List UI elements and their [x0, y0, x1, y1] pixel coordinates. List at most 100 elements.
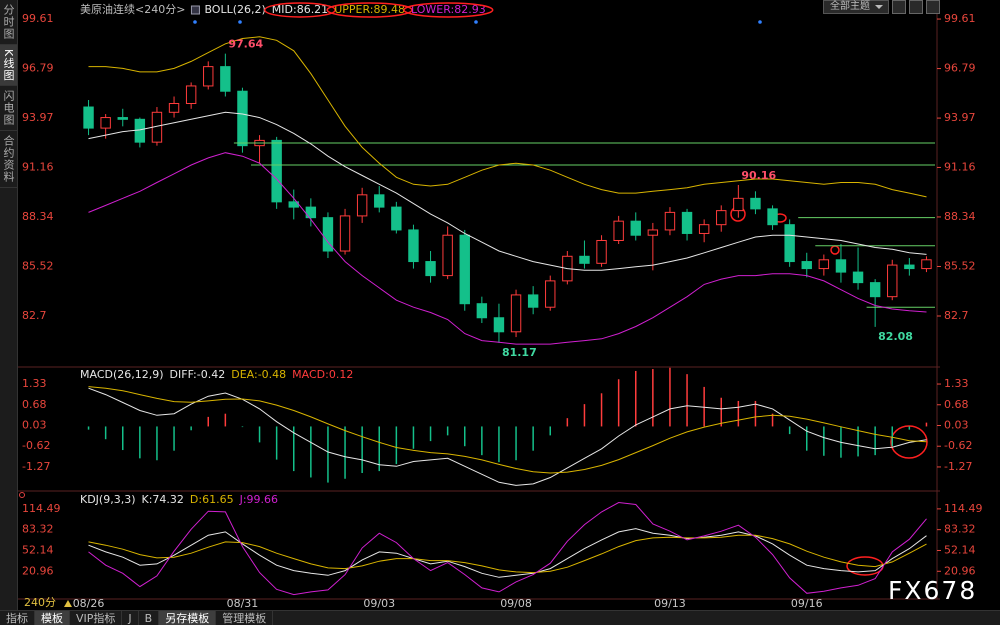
highlight-circle	[326, 2, 413, 18]
series-line	[88, 534, 927, 574]
indicator-dot	[19, 492, 25, 498]
tab[interactable]: VIP指标	[70, 611, 123, 625]
y-tick-label: 114.49	[22, 502, 61, 515]
toolbar-icon[interactable]	[926, 0, 940, 14]
candle-body	[835, 259, 847, 273]
period-label[interactable]: 240分	[24, 596, 56, 609]
highlight-circle	[264, 2, 336, 18]
period-arrow[interactable]	[64, 600, 72, 607]
legend-entry: DEA:-0.48	[231, 368, 286, 381]
candle-body	[801, 261, 812, 270]
candle-body	[596, 239, 607, 264]
event-marker	[474, 20, 478, 24]
y-tick-label: 20.96	[22, 564, 54, 577]
legend-entry: K:74.32	[142, 493, 184, 506]
legend-entry: DIFF:-0.42	[170, 368, 226, 381]
candle-body	[818, 259, 830, 270]
candle-body	[750, 197, 761, 210]
high-label: 90.16	[741, 169, 776, 182]
candle-body	[647, 229, 659, 236]
y-tick-label: 85.52	[22, 259, 54, 272]
candle-body	[545, 280, 556, 308]
candle-body	[220, 66, 231, 92]
candle-body	[203, 66, 214, 87]
series-line	[88, 501, 927, 596]
candle-body	[698, 224, 710, 234]
y-tick-label: 0.03	[22, 418, 47, 431]
tab[interactable]: J	[122, 611, 139, 625]
low-label: 82.08	[878, 330, 913, 343]
highlight-circle	[890, 425, 928, 459]
toolbar-icon[interactable]	[892, 0, 906, 14]
candle-body	[391, 206, 402, 231]
sidebar-tab[interactable]: 闪电图	[0, 86, 17, 132]
legend-entry: MACD:0.12	[292, 368, 353, 381]
indicator-name: BOLL(26,2)	[204, 3, 265, 16]
candle-body	[784, 224, 795, 263]
candle-body	[305, 206, 317, 219]
sidebar-tab[interactable]: 分时图	[0, 0, 17, 45]
candle-body	[442, 234, 453, 277]
candle-body	[852, 271, 864, 284]
theme-select[interactable]: 全部主题	[823, 0, 889, 14]
x-tick-label: 09/08	[500, 597, 532, 610]
toolbar-icon[interactable]	[909, 0, 923, 14]
legend-entry: LOWER:82.93	[411, 3, 486, 16]
candle-body	[510, 294, 522, 333]
x-tick-label: 09/16	[791, 597, 823, 610]
y-tick-label: 82.7	[22, 309, 47, 322]
y-tick-label: -0.62	[22, 439, 50, 452]
series-line	[88, 528, 927, 578]
candle-body	[374, 194, 385, 208]
y-tick-label: 91.16	[944, 160, 976, 173]
tab[interactable]: 管理模板	[216, 611, 274, 625]
series-line	[88, 111, 927, 271]
series-line	[88, 36, 927, 198]
candle-body	[630, 220, 641, 236]
y-tick-label: -1.27	[944, 460, 972, 473]
y-tick-label: 0.68	[944, 398, 969, 411]
candle-body	[408, 229, 419, 263]
y-tick-label: 99.61	[22, 12, 54, 25]
legend-entry: UPPER:89.48	[334, 3, 405, 16]
y-tick-label: 83.32	[944, 523, 976, 536]
toolbar: 全部主题	[823, 0, 940, 14]
candle-body	[681, 211, 693, 234]
x-tick-label: 09/03	[363, 597, 395, 610]
series-line	[88, 152, 927, 345]
tab[interactable]: B	[139, 611, 160, 625]
sidebar-tab[interactable]: K线图	[0, 45, 17, 87]
y-tick-label: 88.34	[22, 210, 54, 223]
sidebar: 分时图 K线图 闪电图 合约资料	[0, 0, 18, 610]
y-tick-label: 91.16	[22, 160, 54, 173]
tab[interactable]: 模板	[35, 611, 70, 625]
sidebar-tab[interactable]: 合约资料	[0, 131, 17, 189]
high-label: 97.64	[228, 38, 263, 51]
legend-entry: MID:86.21	[272, 3, 328, 16]
candle-body	[356, 194, 368, 217]
event-marker	[238, 20, 242, 24]
y-tick-label: 1.33	[944, 377, 969, 390]
indicator-name: MACD(26,12,9)	[80, 368, 164, 381]
tab[interactable]: 另存模板	[159, 611, 217, 625]
y-tick-label: 114.49	[944, 502, 983, 515]
tab[interactable]: 指标	[0, 611, 35, 625]
series-line	[88, 386, 927, 474]
y-tick-label: 96.79	[944, 62, 976, 75]
candle-body	[117, 117, 128, 120]
y-tick-label: -0.62	[944, 439, 972, 452]
x-tick-label: 08/31	[227, 597, 259, 610]
legend-entry: D:61.65	[190, 493, 234, 506]
event-marker	[758, 20, 762, 24]
candle-body	[869, 282, 881, 298]
indicator-name: KDJ(9,3,3)	[80, 493, 136, 506]
candle-body	[237, 90, 248, 147]
y-tick-label: -1.27	[22, 460, 50, 473]
candle-body	[921, 259, 932, 270]
y-tick-label: 99.61	[944, 12, 976, 25]
chart-title: 美原油连续<240分>	[80, 2, 185, 16]
legend-entry: J:99.66	[239, 493, 278, 506]
candle-body	[100, 117, 111, 129]
candle-body	[733, 197, 744, 212]
